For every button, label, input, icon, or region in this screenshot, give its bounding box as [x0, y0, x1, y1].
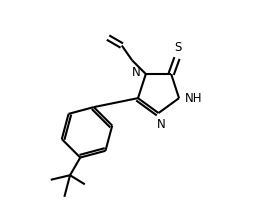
- Text: N: N: [131, 66, 140, 79]
- Text: S: S: [174, 41, 182, 54]
- Text: N: N: [156, 118, 165, 131]
- Text: NH: NH: [185, 92, 202, 105]
